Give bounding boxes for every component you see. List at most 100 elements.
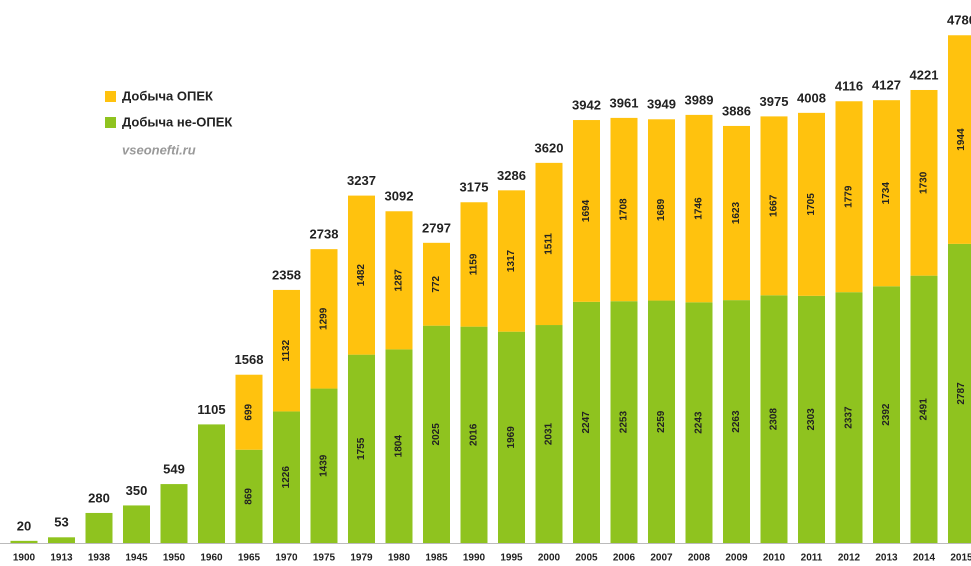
bar-segment	[873, 286, 900, 543]
segment-label: 1730	[919, 171, 930, 194]
bar-segment	[423, 325, 450, 543]
segment-label: 1299	[319, 307, 330, 330]
legend-label: Добыча не-ОПЕК	[122, 114, 232, 129]
total-label: 3092	[385, 189, 414, 204]
x-tick-label: 1913	[50, 553, 73, 564]
segment-label: 1439	[319, 454, 330, 477]
x-tick-label: 2011	[801, 553, 823, 564]
bar-segment	[948, 243, 971, 543]
total-label: 4127	[872, 78, 901, 93]
bar-segment	[535, 325, 563, 543]
bar-segment	[385, 211, 413, 350]
segment-label: 2253	[619, 411, 630, 434]
x-tick-label: 1995	[500, 553, 523, 564]
bar-segment	[498, 190, 525, 332]
bar-segment	[235, 374, 263, 450]
bar-segment	[385, 349, 413, 543]
segment-label: 2392	[881, 403, 892, 426]
bar-segment	[648, 300, 675, 543]
total-label: 4008	[797, 90, 826, 105]
total-label: 3620	[535, 140, 564, 155]
bar	[48, 537, 75, 543]
segment-label: 1705	[806, 193, 817, 216]
segment-label: 1623	[731, 201, 742, 224]
total-label: 549	[163, 462, 185, 477]
segment-label: 2491	[919, 398, 930, 421]
bar	[160, 484, 188, 543]
segment-label: 1287	[394, 269, 405, 292]
bar-segment	[460, 202, 488, 327]
x-tick-label: 1945	[125, 553, 148, 564]
segment-label: 869	[244, 488, 255, 505]
total-label: 3989	[685, 92, 714, 107]
bar-segment	[310, 388, 338, 543]
bar-segment	[835, 292, 863, 543]
total-label: 3942	[572, 97, 601, 112]
total-label: 1105	[197, 402, 225, 417]
x-tick-label: 1975	[313, 553, 336, 564]
total-label: 2738	[310, 227, 339, 242]
bar-segment	[760, 295, 788, 543]
segment-label: 1694	[581, 199, 592, 222]
total-label: 3286	[497, 168, 526, 183]
segment-label: 2303	[806, 408, 817, 431]
segment-label: 1482	[356, 264, 367, 287]
segment-label: 2243	[694, 411, 705, 434]
bar	[123, 505, 150, 543]
bar-segment	[535, 162, 563, 326]
bar-segment	[723, 300, 750, 543]
segment-label: 2337	[844, 406, 855, 429]
segment-label: 1132	[281, 339, 292, 361]
segment-label: 1734	[881, 182, 892, 205]
segment-label: 2031	[544, 422, 555, 445]
x-tick-label: 2005	[575, 553, 598, 564]
total-label: 3949	[647, 97, 676, 112]
bar-segment	[798, 295, 825, 543]
total-label: 280	[88, 490, 110, 505]
bar-segment	[723, 125, 750, 301]
total-label: 4116	[835, 79, 863, 94]
x-tick-label: 2008	[688, 553, 711, 564]
bar-segment	[948, 35, 971, 244]
segment-label: 2025	[431, 423, 442, 446]
bar-segment	[310, 249, 338, 389]
segment-label: 2259	[656, 410, 667, 433]
x-tick-label: 1950	[163, 553, 186, 564]
segment-label: 772	[431, 275, 442, 292]
bar-segment	[460, 326, 488, 543]
x-tick-label: 1979	[350, 553, 373, 564]
segment-label: 1708	[619, 198, 630, 221]
total-label: 53	[54, 515, 68, 530]
segment-label: 1689	[656, 198, 667, 221]
legend-swatch	[105, 91, 116, 102]
bar-segment	[873, 100, 900, 287]
x-tick-label: 2013	[875, 553, 898, 564]
total-label: 350	[126, 483, 148, 498]
total-label: 3175	[460, 180, 489, 195]
bar-segment	[835, 101, 863, 293]
x-tick-label: 1990	[463, 553, 486, 564]
segment-label: 1804	[394, 435, 405, 458]
segment-label: 1159	[469, 253, 480, 275]
x-tick-label: 2015	[950, 553, 971, 564]
x-tick-label: 1938	[88, 553, 111, 564]
total-label: 3975	[760, 94, 789, 109]
total-label: 1568	[235, 352, 264, 367]
x-tick-label: 1965	[238, 553, 261, 564]
total-label: 3886	[722, 103, 751, 118]
bar-segment	[573, 301, 600, 543]
segment-label: 2016	[469, 423, 480, 446]
legend-label: Добыча ОПЕК	[122, 88, 213, 103]
bar-segment	[348, 195, 375, 355]
x-tick-label: 2010	[763, 553, 786, 564]
segment-label: 1755	[356, 437, 367, 460]
x-tick-label: 2009	[725, 553, 748, 564]
bar-segment	[348, 354, 375, 543]
segment-label: 2247	[581, 411, 592, 434]
segment-label: 1226	[281, 466, 292, 489]
bar	[198, 424, 225, 543]
bar-segment	[910, 275, 938, 543]
bar-segment	[760, 116, 788, 296]
x-tick-label: 2012	[838, 553, 861, 564]
bar-segment	[798, 112, 825, 296]
